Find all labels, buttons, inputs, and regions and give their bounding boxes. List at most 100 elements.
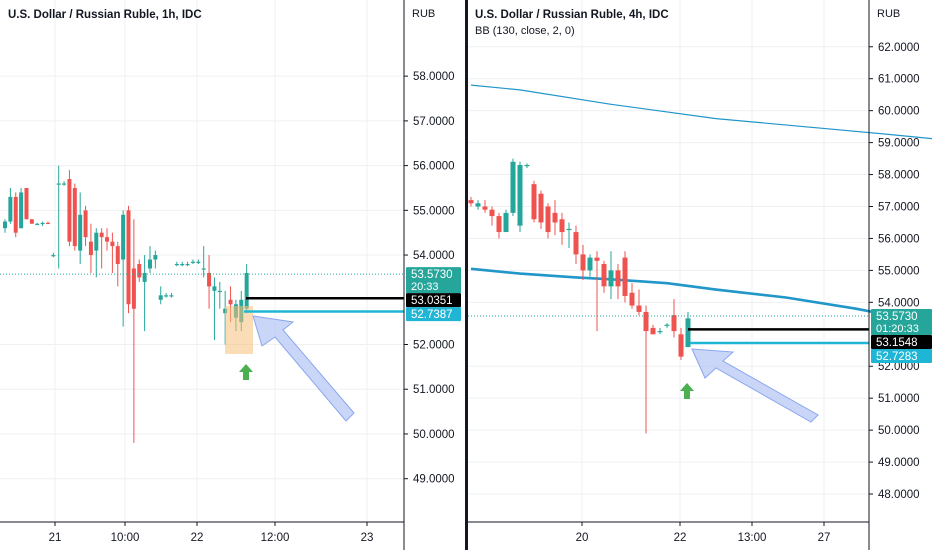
candle-body xyxy=(164,295,169,297)
price-tag-bg xyxy=(871,308,932,335)
candle xyxy=(185,261,190,267)
y-tick-label: 51.0000 xyxy=(878,393,920,405)
candle xyxy=(67,170,72,247)
candle xyxy=(244,264,249,314)
left-time-axis[interactable]: 21 10:00 22 12:00 23 xyxy=(0,521,404,544)
y-tick-label: 52.0000 xyxy=(413,340,455,352)
candle-body xyxy=(19,192,24,229)
left-currency-label: RUB xyxy=(412,8,435,20)
candle xyxy=(475,200,481,210)
candle-body xyxy=(201,268,206,270)
candle xyxy=(83,205,88,247)
candle-body xyxy=(531,184,537,220)
candle-body xyxy=(207,272,212,287)
price-tag-bg xyxy=(871,348,932,363)
y-tick-label: 55.0000 xyxy=(878,265,920,277)
candle xyxy=(174,261,179,267)
pointer-arrow xyxy=(252,315,355,422)
candle-body xyxy=(137,264,142,278)
candle xyxy=(105,228,110,251)
candle-body xyxy=(169,295,174,297)
candle-body xyxy=(35,223,40,225)
candle xyxy=(573,225,579,264)
candle-body xyxy=(643,311,649,332)
candle-body xyxy=(121,214,126,260)
candle-body xyxy=(228,299,233,305)
candle-body xyxy=(105,237,110,242)
x-tick-label: 12:00 xyxy=(261,532,290,544)
candle-body xyxy=(190,261,195,263)
price-tag-cyan: 52.7387 xyxy=(406,307,461,322)
candle xyxy=(608,251,614,300)
candle-body xyxy=(559,219,565,233)
candle xyxy=(78,192,83,264)
candle xyxy=(587,254,593,277)
y-tick-label: 52.0000 xyxy=(878,361,920,373)
candle xyxy=(29,219,34,224)
candle xyxy=(45,221,50,225)
candle-body xyxy=(8,196,13,222)
y-tick-label: 49.0000 xyxy=(413,474,455,486)
right-currency-label: RUB xyxy=(877,8,900,20)
bb-upper-band xyxy=(470,84,932,140)
price-tag-cyan: 52.7283 xyxy=(871,348,932,363)
y-tick-label: 60.0000 xyxy=(878,106,920,118)
candle xyxy=(190,259,195,264)
price-tag-bg xyxy=(406,267,461,294)
candle-body xyxy=(622,257,628,296)
candle xyxy=(24,187,29,220)
candle xyxy=(131,219,136,443)
bb-basis-line xyxy=(470,267,932,326)
price-tag-black: 53.1548 xyxy=(871,334,932,349)
right-time-axis[interactable]: 20 22 13:00 27 xyxy=(468,521,869,544)
pointer-arrow xyxy=(691,348,819,423)
candle xyxy=(538,190,544,229)
price-tag-value: 53.1548 xyxy=(876,337,918,349)
candle xyxy=(545,203,551,239)
right-price-axis[interactable]: 62.0000 61.0000 60.0000 59.0000 58.0000 57.00… xyxy=(868,0,932,550)
candle-body xyxy=(115,246,120,264)
y-tick-label: 48.0000 xyxy=(878,489,920,501)
candle-body xyxy=(580,254,586,271)
x-tick-label: 13:00 xyxy=(738,532,767,544)
candle xyxy=(580,244,586,280)
candle-body xyxy=(524,164,530,167)
candle-body xyxy=(126,210,131,305)
panel-divider[interactable] xyxy=(465,0,468,550)
candle-body xyxy=(650,327,656,335)
candle xyxy=(636,289,642,316)
right-chart-panel: 62.0000 61.0000 60.0000 59.0000 58.0000 57.00… xyxy=(468,0,932,550)
candle xyxy=(650,324,656,335)
candle-body xyxy=(552,212,558,223)
candle-body xyxy=(72,187,77,247)
candle xyxy=(503,209,509,233)
x-tick-label: 21 xyxy=(49,532,62,544)
bollinger-bands xyxy=(470,84,932,326)
candle-body xyxy=(566,228,572,231)
right-chart-title: U.S. Dollar / Russian Ruble, 4h, IDC xyxy=(475,9,669,21)
candle xyxy=(559,212,565,245)
candle-body xyxy=(517,164,523,226)
candle xyxy=(489,206,495,226)
candle xyxy=(594,251,600,332)
candle xyxy=(629,283,635,309)
x-tick-label: 22 xyxy=(191,532,204,544)
candle-body xyxy=(573,232,579,255)
candle-body xyxy=(174,264,179,266)
candle-body xyxy=(147,259,152,269)
candle-body xyxy=(131,268,136,309)
y-tick-label: 58.0000 xyxy=(878,170,920,182)
green-up-arrow xyxy=(680,383,694,399)
left-price-axis[interactable]: 58.0000 57.0000 56.0000 55.0000 54.0000 52.00… xyxy=(403,0,461,550)
candle xyxy=(207,255,212,309)
candle-body xyxy=(212,286,217,291)
candle-body xyxy=(13,196,18,233)
candle-body xyxy=(678,334,684,357)
candle-body xyxy=(608,270,614,287)
candle xyxy=(40,221,45,226)
candle xyxy=(169,293,174,298)
price-tag-countdown: 01:20:33 xyxy=(876,323,919,335)
y-tick-label: 61.0000 xyxy=(878,74,920,86)
candle xyxy=(643,305,649,434)
